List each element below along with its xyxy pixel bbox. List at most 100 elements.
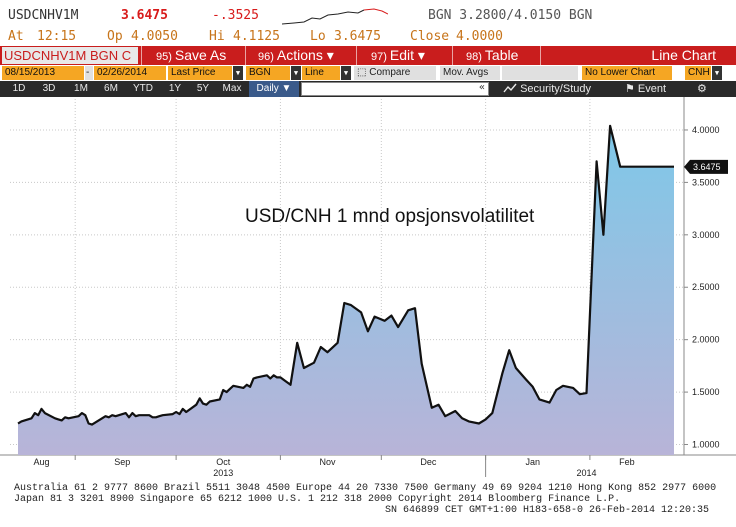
ticker-symbol[interactable]: USDCNHV1M	[8, 8, 79, 23]
series-line	[17, 124, 674, 426]
event-label: Event	[637, 83, 667, 95]
divider	[245, 46, 246, 65]
period-1m[interactable]: 1M	[74, 83, 88, 94]
mov-avgs-button[interactable]: Mov. Avgs	[440, 66, 500, 80]
price-chart: 1.0000 1.5000 2.0000 2.5000 3.0000 3.5000 4.00…	[0, 97, 736, 478]
area-fill	[18, 125, 674, 456]
y-tick-label: 2.5000	[692, 282, 720, 292]
last-value-label: 3.6475	[693, 162, 721, 172]
edit-number: 97)	[371, 51, 387, 63]
low-label: Lo	[310, 29, 326, 44]
collapse-arrow-icon[interactable]: «	[478, 82, 485, 93]
period-3d[interactable]: 3D	[42, 83, 56, 94]
close-label: Close	[410, 29, 450, 44]
net-change: -.3525	[212, 8, 259, 23]
period-6m[interactable]: 6M	[104, 83, 118, 94]
compare-icon: ⬚	[357, 67, 370, 78]
edit-label: Edit ▾	[389, 47, 425, 63]
event-flag-icon: ⚑	[625, 83, 638, 95]
divider	[356, 46, 357, 65]
y-tick-label: 1.5000	[692, 387, 720, 397]
field-dropdown-icon[interactable]: ▼	[233, 66, 243, 80]
period-1d[interactable]: 1D	[12, 83, 26, 94]
x-month-label: Dec	[420, 457, 437, 467]
chart-area: 1.0000 1.5000 2.0000 2.5000 3.0000 3.5000 4.00…	[0, 97, 736, 480]
y-tick-label: 3.5000	[692, 177, 720, 187]
period-1y[interactable]: 1Y	[168, 83, 182, 94]
settings-bar: 08/15/2013 - 02/26/2014 Last Price ▼ BGN…	[0, 65, 736, 81]
period-ytd[interactable]: YTD	[133, 83, 153, 94]
save-as-label: Save As	[174, 47, 227, 63]
chart-title: USD/CNH 1 mnd opsjonsvolatilitet	[245, 206, 535, 227]
open-value: 4.0050	[131, 29, 178, 44]
save-as-button[interactable]: 95) Save As	[156, 46, 226, 65]
x-month-label: Nov	[319, 457, 336, 467]
x-month-label: Feb	[619, 457, 635, 467]
frequency-selector[interactable]: Daily ▼	[249, 81, 299, 97]
actions-number: 96)	[258, 51, 274, 63]
last-price: 3.6475	[121, 8, 168, 23]
footer-contacts-line1: Australia 61 2 9777 8600 Brazil 5511 304…	[14, 483, 717, 494]
security-field[interactable]: USDCNHV1M BGN C	[2, 47, 138, 64]
event-button[interactable]: ⚑ Event	[625, 81, 666, 97]
high-value: 4.1125	[233, 29, 280, 44]
footer: Australia 61 2 9777 8600 Brazil 5511 304…	[0, 480, 736, 527]
table-button[interactable]: 98) Table	[466, 46, 518, 65]
style-selector[interactable]: Line	[302, 66, 340, 80]
date-dash: -	[85, 66, 93, 80]
x-month-label: Aug	[34, 457, 50, 467]
table-label: Table	[484, 47, 519, 63]
actions-label: Actions ▾	[276, 47, 334, 63]
start-date-field[interactable]: 08/15/2013	[2, 66, 84, 80]
lower-chart-selector[interactable]: No Lower Chart	[582, 66, 672, 80]
open-label: Op	[107, 29, 123, 44]
source-selector[interactable]: BGN	[246, 66, 290, 80]
quote-stats: At 12:15 Op 4.0050 Hi 4.1125 Lo 3.6475 C…	[0, 29, 736, 46]
security-study-label: Security/Study	[520, 83, 591, 95]
x-month-label: Sep	[114, 457, 130, 467]
close-value: 4.0000	[456, 29, 503, 44]
field-selector[interactable]: Last Price	[168, 66, 232, 80]
period-5y[interactable]: 5Y	[196, 83, 210, 94]
y-tick-label: 1.0000	[692, 440, 720, 450]
bid-ask-quote: BGN 3.2800/4.0150 BGN	[428, 8, 593, 23]
high-label: Hi	[209, 29, 225, 44]
divider	[141, 46, 142, 65]
last-value-badge-bg	[684, 159, 728, 174]
save-as-number: 95)	[156, 51, 172, 63]
compare-button[interactable]: ⬚ Compare	[354, 66, 436, 80]
chart-type-label[interactable]: Line Chart	[651, 47, 716, 63]
x-month-label: Oct	[216, 457, 231, 467]
table-number: 98)	[466, 51, 482, 63]
period-input[interactable]: «	[301, 82, 489, 96]
divider	[540, 46, 541, 65]
edit-button[interactable]: 97) Edit ▾	[371, 46, 425, 65]
security-study-button[interactable]: Security/Study	[503, 81, 591, 97]
mov-avgs-input[interactable]	[502, 66, 578, 80]
command-bar: USDCNHV1M BGN C 95) Save As 96) Actions ▾ …	[0, 46, 736, 65]
style-dropdown-icon[interactable]: ▼	[341, 66, 351, 80]
actions-button[interactable]: 96) Actions ▾	[258, 46, 334, 65]
footer-session-line: SN 646899 CET GMT+1:00 H183-658-0 26-Feb…	[385, 505, 710, 516]
source-dropdown-icon[interactable]: ▼	[291, 66, 301, 80]
x-year-label: 2014	[577, 468, 597, 478]
currency-dropdown-icon[interactable]: ▼	[712, 66, 722, 80]
x-year-label: 2013	[213, 468, 233, 478]
study-chart-icon	[503, 83, 517, 93]
sparkline	[282, 8, 388, 25]
period-max[interactable]: Max	[222, 83, 242, 94]
x-month-label: Jan	[525, 457, 540, 467]
compare-label: Compare	[369, 67, 411, 78]
at-label: At	[8, 29, 24, 44]
period-bar: 1D 3D 1M 6M YTD 1Y 5Y Max Daily ▼ « Secu…	[0, 81, 736, 97]
divider	[452, 46, 453, 65]
currency-selector[interactable]: CNH	[685, 66, 711, 80]
at-time: 12:15	[37, 29, 77, 44]
footer-contacts-line2: Japan 81 3 3201 8900 Singapore 65 6212 1…	[14, 494, 621, 505]
gear-icon[interactable]: ⚙	[697, 83, 707, 95]
quote-header: USDCNHV1M 3.6475 -.3525 BGN 3.2800/4.015…	[0, 0, 736, 29]
y-tick-label: 4.0000	[692, 125, 720, 135]
end-date-field[interactable]: 02/26/2014	[94, 66, 166, 80]
y-tick-label: 2.0000	[692, 335, 720, 345]
y-tick-label: 3.0000	[692, 230, 720, 240]
